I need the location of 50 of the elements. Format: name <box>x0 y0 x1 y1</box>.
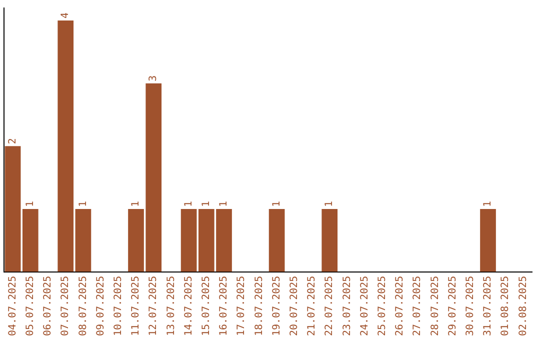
data-label: 2 <box>7 138 18 144</box>
x-tick-label: 15.07.2025 <box>200 276 212 336</box>
x-tick-label: 19.07.2025 <box>271 276 282 336</box>
data-label: 1 <box>24 200 36 207</box>
bar <box>480 208 496 272</box>
data-label: 1 <box>200 200 212 207</box>
bar <box>58 20 74 272</box>
x-tick-label: 11.07.2025 <box>130 276 142 336</box>
x-tick-label: 09.07.2025 <box>95 276 106 336</box>
x-tick-label: 05.07.2025 <box>24 276 36 336</box>
bar <box>75 208 92 272</box>
x-tick-label: 14.07.2025 <box>183 276 194 336</box>
x-tick-label: 08.07.2025 <box>78 276 89 336</box>
x-tick-label: 04.07.2025 <box>7 276 18 336</box>
x-tick-label: 26.07.2025 <box>394 276 406 336</box>
data-label: 1 <box>271 200 282 207</box>
data-label: 1 <box>218 200 230 207</box>
bar <box>322 208 338 272</box>
x-tick-label: 28.07.2025 <box>430 276 441 336</box>
bar <box>22 208 38 272</box>
data-label: 1 <box>130 200 142 207</box>
data-label: 1 <box>78 200 89 207</box>
x-tick-label: 31.07.2025 <box>482 276 494 336</box>
x-tick-label: 13.07.2025 <box>166 276 177 336</box>
data-label: 1 <box>482 200 494 207</box>
x-tick-label: 23.07.2025 <box>342 276 353 336</box>
data-label: 4 <box>60 12 72 19</box>
x-tick-label: 02.08.2025 <box>518 276 529 336</box>
x-tick-label: 07.07.2025 <box>60 276 72 336</box>
x-tick-label: 17.07.2025 <box>236 276 248 336</box>
x-tick-label: 18.07.2025 <box>254 276 265 336</box>
x-tick-label: 12.07.2025 <box>148 276 160 336</box>
x-tick-label: 24.07.2025 <box>359 276 370 336</box>
x-tick-label: 10.07.2025 <box>112 276 124 336</box>
bar <box>268 208 285 272</box>
x-tick-label: 22.07.2025 <box>324 276 336 336</box>
data-label: 1 <box>183 200 194 207</box>
x-tick-label: 30.07.2025 <box>464 276 476 336</box>
x-tick-label: 25.07.2025 <box>376 276 388 336</box>
x-tick-label: 06.07.2025 <box>42 276 54 336</box>
x-tick-label: 20.07.2025 <box>288 276 300 336</box>
data-label: 1 <box>324 200 336 207</box>
x-tick-label: 27.07.2025 <box>412 276 424 336</box>
bar <box>4 146 21 272</box>
x-tick-label: 01.08.2025 <box>500 276 512 336</box>
x-tick-label: 21.07.2025 <box>306 276 318 336</box>
data-label: 3 <box>148 75 160 82</box>
x-tick-label: 29.07.2025 <box>447 276 458 336</box>
x-tick-label: 16.07.2025 <box>218 276 230 336</box>
bar <box>180 208 197 272</box>
